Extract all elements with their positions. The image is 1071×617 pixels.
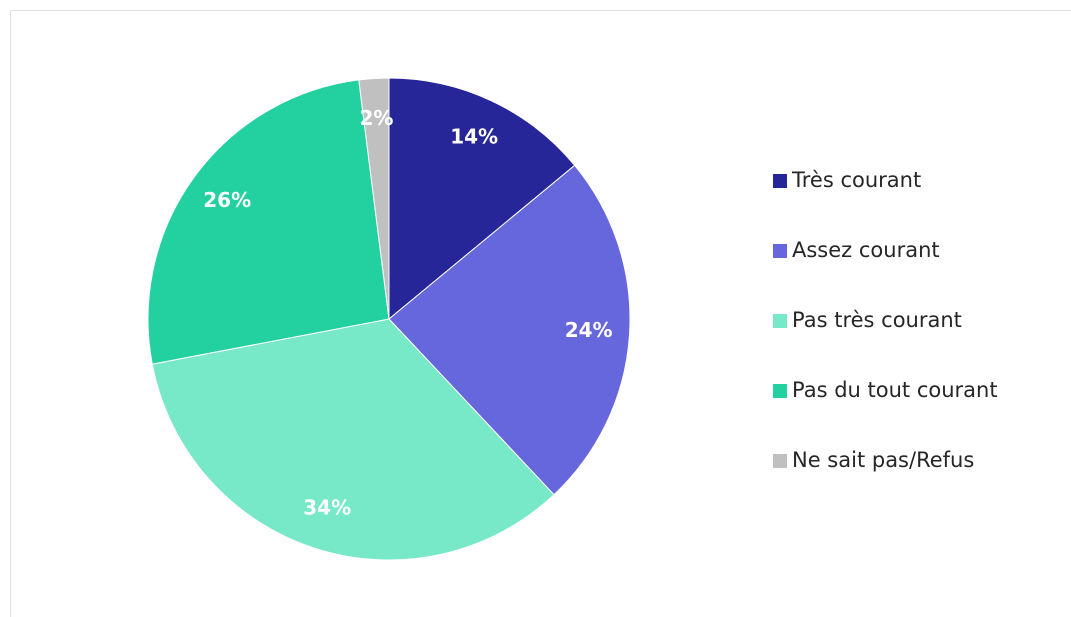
legend-swatch [773, 314, 787, 328]
pie-slice [388, 164, 631, 496]
pie-slice [358, 77, 390, 320]
legend-swatch [773, 454, 787, 468]
value-label: 34% [303, 496, 351, 520]
value-label: 2% [359, 106, 393, 130]
pie-slice [151, 318, 555, 561]
pie-slice [147, 79, 390, 365]
legend-label: Pas très courant [792, 308, 962, 332]
frame [10, 10, 1071, 617]
legend-swatch [773, 174, 787, 188]
value-label: 24% [565, 318, 613, 342]
legend-swatch [773, 244, 787, 258]
legend-label: Ne sait pas/Refus [792, 448, 974, 472]
pie-slice [388, 77, 576, 321]
legend-label: Assez courant [792, 238, 940, 262]
value-label: 26% [203, 188, 251, 212]
legend-label: Pas du tout courant [792, 378, 998, 402]
value-label: 14% [450, 125, 498, 149]
legend-swatch [773, 384, 787, 398]
legend-label: Très courant [791, 168, 921, 192]
